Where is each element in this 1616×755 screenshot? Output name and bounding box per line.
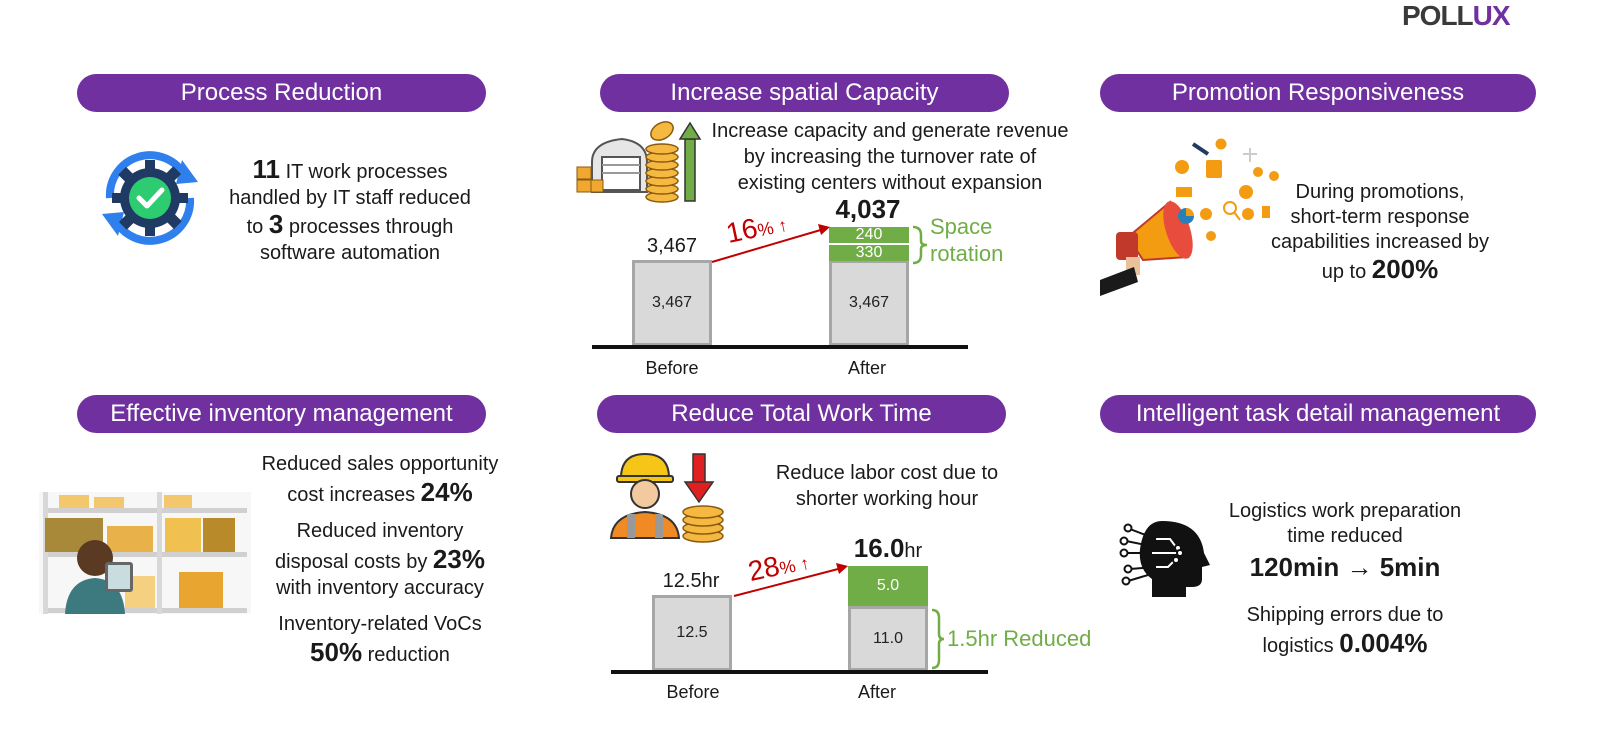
inventory-item2-line3: with inventory accuracy bbox=[276, 577, 484, 599]
capacity-after-rotation-bar-330: 330 bbox=[829, 244, 909, 261]
worktime-before-bar: 12.5 bbox=[652, 595, 732, 671]
capacity-desc-line2: by increasing the turnover rate of bbox=[743, 146, 1037, 168]
brand-logo: POLLUX bbox=[1402, 0, 1511, 32]
process-line3: processes through bbox=[283, 216, 454, 238]
inventory-management-title: Effective inventory management bbox=[77, 395, 486, 433]
worktime-growth-suffix: % ↑ bbox=[777, 552, 812, 579]
capacity-before-label: Before bbox=[645, 358, 699, 378]
promotion-line2: short-term response bbox=[1290, 206, 1470, 228]
capacity-after-label: After bbox=[847, 358, 886, 378]
task-line4-pre: logistics bbox=[1262, 635, 1340, 657]
worktime-reduced-label: 1.5hr Reduced bbox=[947, 626, 1092, 651]
space-rotation-line1: Space bbox=[930, 214, 993, 239]
work-time-desc-line1: Reduce labor cost due to bbox=[775, 462, 999, 484]
task-to: 5min bbox=[1379, 552, 1441, 582]
inventory-item3-rest: reduction bbox=[362, 644, 450, 666]
process-line2: handled by IT staff reduced bbox=[229, 187, 471, 209]
inventory-text: Reduced sales opportunity cost increases… bbox=[240, 451, 520, 668]
capacity-after-rotation-bar-240: 240 bbox=[829, 226, 909, 243]
inventory-item2-value: 23% bbox=[432, 544, 485, 574]
capacity-desc-line1: Increase capacity and generate revenue bbox=[711, 120, 1069, 142]
worker-cost-icon bbox=[609, 452, 724, 543]
work-time-title: Reduce Total Work Time bbox=[597, 395, 1006, 433]
capacity-growth-arrow bbox=[711, 224, 830, 263]
megaphone-icon bbox=[1100, 135, 1279, 296]
task-value: 0.004% bbox=[1339, 628, 1428, 658]
process-to-count: 3 bbox=[268, 209, 284, 239]
inventory-item3-value: 50% bbox=[310, 637, 363, 667]
warehouse-worker-illustration bbox=[39, 492, 251, 614]
capacity-before-bar: 3,467 bbox=[632, 260, 712, 346]
process-reduction-title: Process Reduction bbox=[77, 74, 486, 112]
promotion-text: During promotions, short-term response c… bbox=[1255, 180, 1505, 285]
capacity-brace bbox=[912, 225, 928, 265]
worktime-after-base-bar: 11.0 bbox=[848, 606, 928, 671]
worktime-before-label: Before bbox=[666, 682, 720, 702]
promotion-line1: During promotions, bbox=[1295, 181, 1465, 203]
task-from: 120min bbox=[1249, 552, 1340, 582]
capacity-growth-num: 16 bbox=[723, 212, 761, 250]
work-time-desc-line2: shorter working hour bbox=[795, 488, 979, 510]
worktime-after-total: 16.0hr bbox=[838, 533, 938, 564]
process-line3-pre: to bbox=[246, 216, 269, 238]
capacity-desc-line3: existing centers without expansion bbox=[737, 172, 1043, 194]
process-reduction-text: 11 IT work processes handled by IT staff… bbox=[210, 156, 490, 266]
space-rotation-line2: rotation bbox=[930, 241, 1004, 266]
task-line3: Shipping errors due to bbox=[1246, 604, 1444, 626]
inventory-item1-value: 24% bbox=[420, 477, 473, 507]
promotion-line3: capabilities increased by bbox=[1271, 231, 1489, 253]
worktime-before-total: 12.5hr bbox=[662, 570, 720, 592]
work-time-description: Reduce labor cost due to shorter working… bbox=[747, 460, 1027, 512]
task-line1: Logistics work preparation bbox=[1228, 500, 1462, 522]
capacity-chart-axis bbox=[592, 345, 968, 349]
brand-logo-left: POLL bbox=[1402, 0, 1474, 31]
capacity-description: Increase capacity and generate revenue b… bbox=[700, 118, 1080, 196]
brand-logo-right: UX bbox=[1472, 0, 1511, 31]
inventory-item2-line2: disposal costs by bbox=[275, 551, 433, 573]
worktime-after-total-num: 16.0 bbox=[853, 533, 905, 563]
space-rotation-label: Space rotation bbox=[930, 213, 1003, 267]
inventory-item3-line1: Inventory-related VoCs bbox=[278, 613, 482, 635]
worktime-after-total-unit: hr bbox=[904, 540, 923, 562]
process-from-count: 11 bbox=[252, 154, 281, 184]
inventory-item1-line2: cost increases bbox=[287, 484, 421, 506]
process-line1: IT work processes bbox=[280, 161, 448, 183]
worktime-after-label: After bbox=[857, 682, 896, 702]
promotion-value: 200% bbox=[1371, 254, 1439, 284]
process-line4: software automation bbox=[259, 242, 441, 264]
spatial-capacity-title: Increase spatial Capacity bbox=[600, 74, 1009, 112]
capacity-before-total: 3,467 bbox=[646, 235, 698, 257]
worktime-after-added-bar: 5.0 bbox=[848, 566, 928, 606]
capacity-growth-suffix: % ↑ bbox=[755, 214, 790, 241]
automation-cycle-icon bbox=[102, 151, 198, 245]
task-text: Logistics work preparation time reduced … bbox=[1205, 499, 1485, 659]
ai-head-icon bbox=[1119, 521, 1210, 597]
warehouse-revenue-icon bbox=[576, 121, 702, 203]
task-line2: time reduced bbox=[1287, 525, 1403, 547]
promotion-line4-pre: up to bbox=[1321, 261, 1372, 283]
capacity-after-total: 4,037 bbox=[835, 194, 901, 224]
task-management-title: Intelligent task detail management bbox=[1100, 395, 1536, 433]
worktime-brace bbox=[931, 608, 945, 670]
promotion-responsiveness-title: Promotion Responsiveness bbox=[1100, 74, 1536, 112]
worktime-chart-axis bbox=[611, 670, 988, 674]
inventory-item2-line1: Reduced inventory bbox=[296, 520, 464, 542]
worktime-growth-num: 28 bbox=[745, 550, 783, 588]
capacity-after-base-bar: 3,467 bbox=[829, 260, 909, 346]
worktime-growth-arrow bbox=[733, 563, 848, 597]
task-arrow: → bbox=[1346, 552, 1373, 582]
inventory-item1-line1: Reduced sales opportunity bbox=[261, 453, 499, 475]
